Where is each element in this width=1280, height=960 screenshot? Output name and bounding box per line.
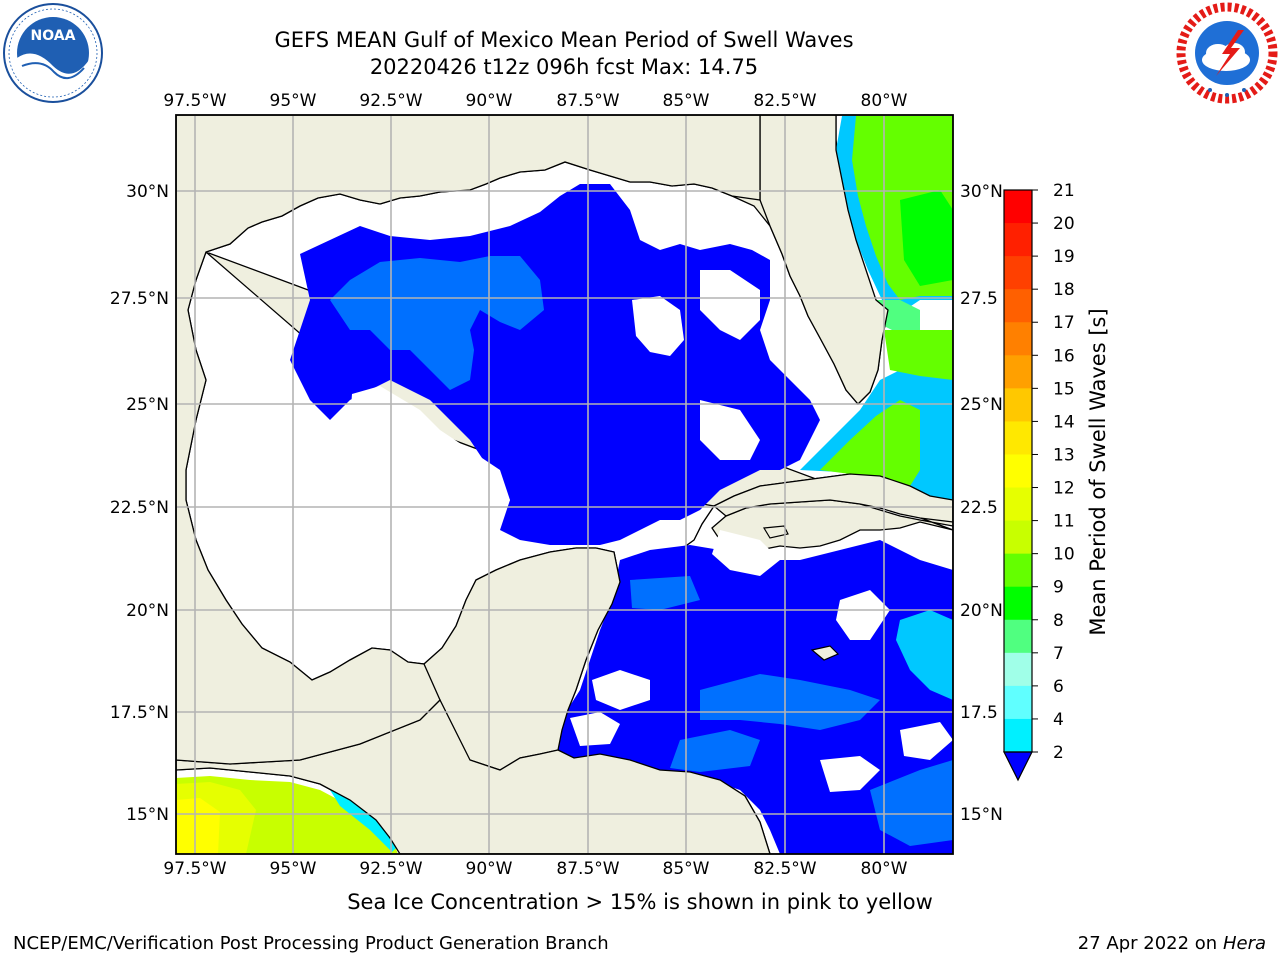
colorbar-segment [1004,718,1032,753]
colorbar-tick-label: 4 [1053,710,1064,730]
colorbar-tick-label: 10 [1053,545,1075,565]
nws-logo [1176,2,1278,104]
colorbar-segment [1004,289,1032,323]
colorbar-label: Mean Period of Swell Waves [s] [1086,308,1110,635]
cuba-land [712,473,953,523]
colorbar-segment [1004,454,1032,489]
lon-label-top: 80°W [861,91,908,111]
lon-label-top: 97.5°W [163,91,226,111]
lon-label-bottom: 80°W [861,859,908,879]
lon-label-top: 95°W [270,91,317,111]
chart-subtitle: 20220426 t12z 096h fcst Max: 14.75 [369,55,759,79]
colorbar-tick-label: 7 [1053,644,1064,664]
chart-title: GEFS MEAN Gulf of Mexico Mean Period of … [274,28,854,52]
colorbar-segment [1004,652,1032,687]
lon-label-bottom: 82.5°W [753,859,816,879]
lat-label-right: 25°N [960,395,1003,415]
colorbar-tick-label: 9 [1053,578,1064,598]
ice-note: Sea Ice Concentration > 15% is shown in … [347,890,933,914]
jamaica-island [810,645,840,661]
lon-label-bottom: 87.5°W [556,859,619,879]
colorbar-tick-label: 2 [1053,743,1064,763]
colorbar-segment [1004,421,1032,455]
colorbar-tick-label: 21 [1053,181,1075,201]
graticule [176,115,953,854]
lat-label-left: 15°N [126,805,169,825]
colorbar-segment [1004,487,1032,522]
colorbar-segment [1004,553,1032,588]
lat-label-left: 22.5°N [110,498,169,518]
colorbar-tick-label: 6 [1053,677,1064,697]
colorbar-segment [1004,355,1032,389]
colorbar-tick-label: 16 [1053,346,1075,366]
colorbar-tick-label: 12 [1053,479,1075,499]
colorbar-segment [1004,223,1032,257]
lon-label-bottom: 95°W [270,859,317,879]
lon-label-bottom: 90°W [466,859,513,879]
colorbar-tick-label: 14 [1053,412,1075,432]
lat-label-left: 25°N [126,395,169,415]
colorbar-extend-arrow [1003,751,1033,782]
credit-text: NCEP/EMC/Verification Post Processing Pr… [13,933,609,954]
colorbar-tick-label: 18 [1053,280,1075,300]
lon-label-top: 85°W [663,91,710,111]
date-text: 27 Apr 2022 on [1077,933,1223,954]
lon-label-top: 87.5°W [556,91,619,111]
colorbar [1003,189,1033,782]
lat-label-right: 27.5 [960,289,998,309]
lon-label-bottom: 97.5°W [163,859,226,879]
colorbar-tick-label: 11 [1053,512,1075,532]
colorbar-segment [1004,322,1032,356]
lat-label-right: 22.5 [960,498,998,518]
colorbar-segment [1004,619,1032,654]
colorbar-tick-label: 15 [1053,379,1075,399]
machine-name: Hera [1222,933,1266,954]
map-frame [175,114,954,855]
florida-land [759,115,889,405]
colorbar-segment [1004,256,1032,290]
central-america-land [176,698,771,854]
lat-label-left: 20°N [126,601,169,621]
lon-label-top: 90°W [466,91,513,111]
mexico-land [176,115,761,765]
colorbar-tick-label: 19 [1053,247,1075,267]
lon-label-bottom: 92.5°W [359,859,422,879]
colorbar-tick-label: 17 [1053,313,1075,333]
isla-juventud [762,525,789,539]
swell-field-light [330,256,544,390]
colorbar-frame [1003,189,1033,753]
date-stamp: 27 Apr 2022 on Hera [1078,933,1266,954]
colorbar-segment [1004,586,1032,621]
colorbar-tick-label: 8 [1053,611,1064,631]
lat-label-right: 15°N [960,805,1003,825]
colorbar-tick-label: 20 [1053,214,1075,234]
colorbar-segment [1004,520,1032,555]
colorbar-tick-label: 13 [1053,445,1075,465]
svg-text:NOAA: NOAA [31,28,76,44]
colorbar-segment [1004,388,1032,422]
colorbar-segment [1004,685,1032,720]
lat-label-left: 30°N [126,182,169,202]
colorbar-segment [1004,190,1032,224]
lat-label-right: 20°N [960,601,1003,621]
lon-label-top: 92.5°W [359,91,422,111]
lon-label-bottom: 85°W [663,859,710,879]
lat-label-right: 17.5 [960,703,998,723]
lat-label-left: 27.5°N [110,289,169,309]
lat-label-right: 30°N [960,182,1003,202]
colorbar-ticks: 21 20 19 18 17 16 15 14 13 12 11 10 9 8 7 6 4 2 [1032,181,1075,763]
noaa-logo: NOAA [3,3,103,103]
lon-label-top: 82.5°W [753,91,816,111]
lat-label-left: 17.5°N [110,703,169,723]
